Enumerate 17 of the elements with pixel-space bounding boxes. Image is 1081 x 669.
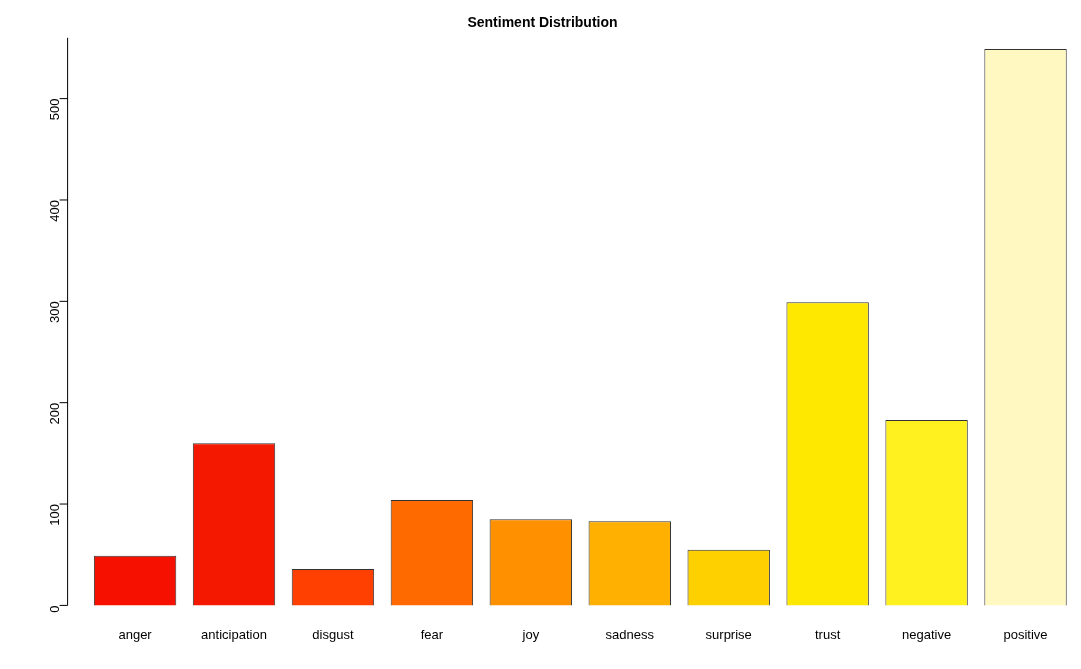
y-tick-label: 300 xyxy=(47,301,63,324)
x-tick-label: sadness xyxy=(605,626,655,642)
y-tick-label: 200 xyxy=(47,402,63,425)
x-tick-label: anticipation xyxy=(201,626,267,642)
y-tick-label: 100 xyxy=(47,504,63,526)
x-tick-label: joy xyxy=(521,626,540,642)
x-tick-label: trust xyxy=(815,626,841,642)
y-tick-label: 0 xyxy=(47,605,63,613)
y-tick-label: 400 xyxy=(47,199,63,222)
x-tick-label: disgust xyxy=(312,626,354,642)
y-tick-label: 500 xyxy=(47,98,63,121)
x-tick-label: positive xyxy=(1003,626,1048,642)
x-tick-label: negative xyxy=(902,626,952,642)
chart-title: Sentiment Distribution xyxy=(467,14,618,31)
x-tick-label: surprise xyxy=(705,626,752,642)
x-tick-label: anger xyxy=(118,626,153,642)
x-tick-label: fear xyxy=(420,626,444,642)
